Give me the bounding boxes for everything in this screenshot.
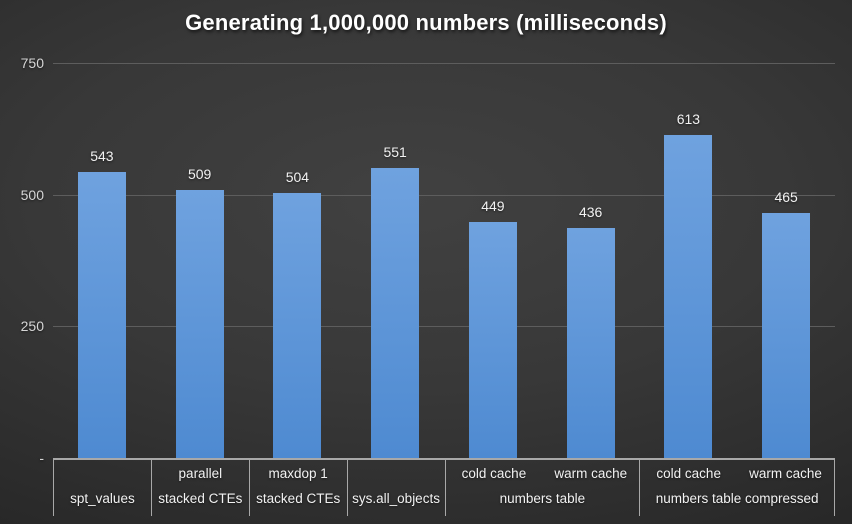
bar-cold cache-449 [468,222,517,458]
bar-data-label: 465 [774,189,798,205]
category-sublabel: warm cache [554,466,628,481]
bar-data-label: 613 [676,111,701,127]
y-tick-label: 250 [20,318,44,335]
bar-warm cache-436 [566,228,615,458]
y-tick-label: - [39,450,44,466]
category-group-label: numbers table compressed [655,491,819,506]
category-sublabel-row: maxdop 1 [250,460,347,486]
category-group-label: sys.all_objects [352,491,440,506]
category-group-label: spt_values [70,491,135,506]
category-sublabel-row: cold cache warm cache [640,460,834,486]
bar-parallel-509 [175,190,224,458]
plot-area: 543 509 504 551 449 436 613 465 [53,63,835,458]
bar-value-543 [77,172,126,458]
category-sublabel: warm cache [749,466,822,481]
gridline-750 [53,63,835,64]
gridline-250 [53,326,835,328]
bar-slot: 465 [737,63,835,458]
bar-cold cache-613 [664,135,713,458]
bar-slot: 543 [53,63,151,458]
category-sublabel: maxdop 1 [268,466,328,481]
y-tick-label: 500 [20,186,44,203]
category-group-label: stacked CTEs [158,491,243,506]
category-group-label: numbers table [499,491,586,506]
category-sublabel-row [54,460,151,486]
bar-data-label: 449 [481,198,505,214]
category-group-numbers-table-compressed: cold cache warm cache numbers table compre… [639,460,835,516]
bar-slot: 613 [640,63,738,458]
gridline-500 [53,194,835,196]
bar-slot: 551 [346,63,444,458]
bar-data-label: 504 [285,169,310,185]
category-group-stacked-CTEs: parallel stacked CTEs [150,460,249,516]
y-tick-label: 750 [20,55,44,71]
category-sublabel [54,460,151,486]
y-axis-labels: 750 500 250 - [0,55,44,466]
category-sublabel: cold cache [461,466,527,481]
category-sublabel-row: cold cache warm cache [446,460,640,486]
bar-data-label: 436 [578,204,603,220]
chart-title: Generating 1,000,000 numbers (millisecon… [185,10,667,35]
category-sublabel: cold cache [656,466,721,481]
category-sublabel: parallel [178,466,223,481]
x-axis-category-labels: spt_values parallel stacked CTEs maxdop 1 st… [53,458,835,516]
category-group-sys-all-objects: sys.all_objects [346,460,445,516]
category-group-stacked-CTEs: maxdop 1 stacked CTEs [248,460,347,516]
category-group-numbers-table: cold cache warm cache numbers table [444,460,640,516]
bar-slot: 509 [151,63,249,458]
category-group-spt-values: spt_values [53,460,151,516]
bar-maxdop 1-504 [273,193,322,458]
category-sublabel-row [348,460,445,486]
bar-slot: 436 [542,63,640,458]
bar-slot: 504 [249,63,347,458]
category-sublabel [348,460,445,486]
bar-value-551 [371,168,420,458]
bar-data-label: 509 [187,166,212,182]
bar-slot: 449 [444,63,542,458]
category-sublabel-row: parallel [152,460,249,486]
bar-data-label: 551 [383,144,407,160]
bar-warm cache-465 [762,213,811,458]
category-group-label: stacked CTEs [256,491,341,506]
bar-data-label: 543 [90,148,114,164]
